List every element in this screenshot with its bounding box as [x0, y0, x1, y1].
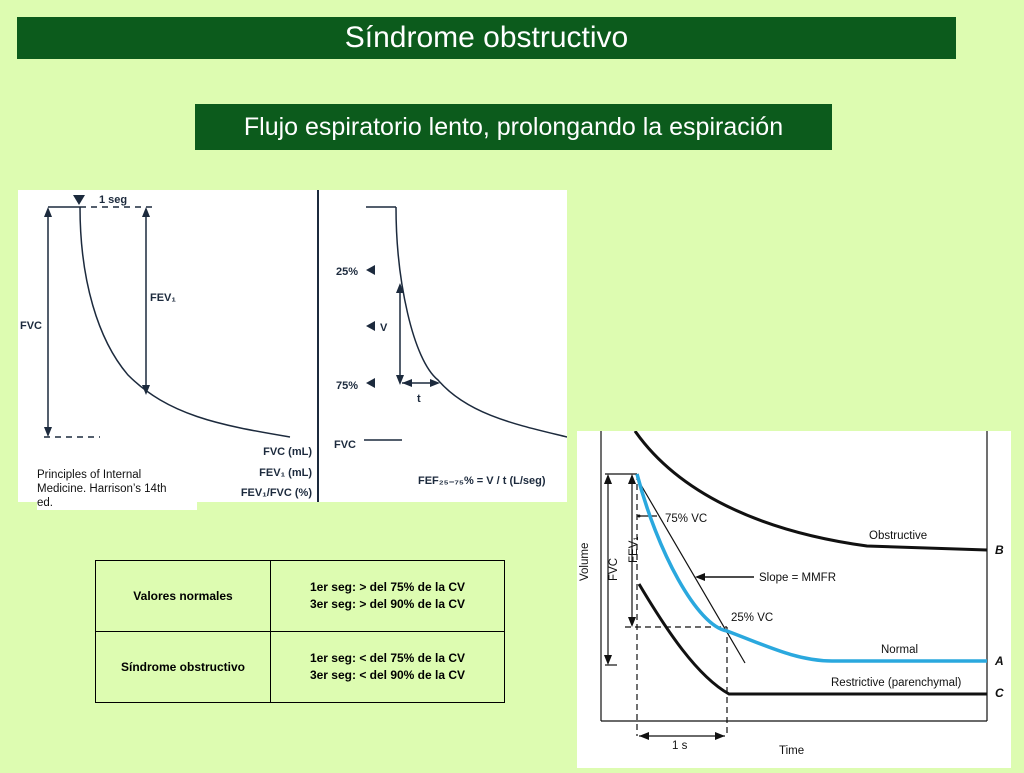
t-label: t: [417, 393, 421, 405]
caption-line-3: ed.: [37, 497, 53, 509]
vc75-label: 75% VC: [665, 513, 707, 525]
fev1-arrow-top-head: [142, 207, 150, 217]
fev1-arrow-bottom-head: [628, 617, 636, 627]
table-row: Valores normales 1er seg: > del 75% de l…: [95, 560, 505, 632]
pct75-label: 75%: [336, 380, 358, 392]
curve-c-label: C: [995, 686, 1004, 700]
fvc-label: FVC: [20, 320, 42, 332]
table-row-label: Valores normales: [95, 560, 271, 632]
pct75-marker-icon: [366, 378, 375, 388]
restrictive-curve: [637, 583, 987, 696]
normal-third-second: 3er seg: > del 90% de la CV: [309, 597, 466, 611]
curve-a-label: A: [994, 654, 1004, 668]
fev1-arrow-bottom-head: [142, 385, 150, 395]
v-arrow-top-head: [396, 283, 404, 293]
one-second-arrow-left-head: [639, 732, 649, 740]
time-axis-label: Time: [779, 745, 804, 757]
fvc-arrow-bottom-head: [604, 655, 612, 665]
fev1-arrow-top-head: [628, 474, 636, 484]
spirometry-figure: 1 seg FVC FEV₁ FVC (mL) FEV₁ (mL) FEV₁/F…: [18, 190, 568, 502]
expiration-curve-left: [79, 206, 291, 438]
obstructive-third-second: 3er seg: < del 90% de la CV: [309, 668, 466, 682]
volume-time-figure: Volume FVC FEV₁ 75% VC 25% VC Slope = MM…: [577, 430, 1011, 768]
subtitle-banner: Flujo espiratorio lento, prolongando la …: [195, 104, 832, 150]
caption-line-1: Principles of Internal: [37, 469, 142, 481]
fef-formula: FEF₂₅₋₇₅% = V / t (L/seg): [418, 475, 546, 487]
normal-label: Normal: [881, 644, 918, 656]
legend-fev1-fvc-pct: FEV₁/FVC (%): [241, 487, 312, 499]
obstructive-first-second: 1er seg: < del 75% de la CV: [309, 651, 466, 665]
title-banner: Síndrome obstructivo: [17, 17, 956, 59]
table-row-values: 1er seg: < del 75% de la CV 3er seg: < d…: [270, 631, 505, 703]
slope-arrow-head: [695, 573, 705, 581]
normal-curve: [635, 473, 987, 663]
source-caption: Principles of Internal Medicine. Harriso…: [37, 468, 197, 510]
legend-fvc-ml: FVC (mL): [263, 446, 312, 458]
one-second-marker-icon: [73, 195, 85, 205]
table-row: Síndrome obstructivo 1er seg: < del 75% …: [95, 631, 505, 703]
fvc-arrow-bottom-head: [44, 427, 52, 437]
volume-time-diagram: Volume FVC FEV₁ 75% VC 25% VC Slope = MM…: [579, 430, 1004, 757]
normal-values-label: Valores normales: [133, 588, 233, 603]
slope-label: Slope = MMFR: [759, 572, 836, 584]
obstructive-curve: [633, 430, 988, 552]
fvc-arrow-top-head: [604, 474, 612, 484]
pct25-label: 25%: [336, 266, 358, 278]
vc25-label: 25% VC: [731, 612, 773, 624]
t-arrow-tail-head: [402, 379, 412, 387]
fvc-axis-label: FVC: [608, 558, 620, 581]
vc75-point: [637, 514, 641, 518]
t-arrow-head: [430, 379, 440, 387]
spirometry-diagram: 1 seg FVC FEV₁ FVC (mL) FEV₁ (mL) FEV₁/F…: [20, 190, 568, 502]
v-arrow-bottom-head: [396, 375, 404, 385]
one-sec-label: 1 seg: [99, 194, 127, 206]
curve-b-label: B: [995, 543, 1004, 557]
v-marker-icon: [366, 321, 375, 331]
obstructive-label: Obstructive: [869, 530, 927, 542]
table-row-values: 1er seg: > del 75% de la CV 3er seg: > d…: [270, 560, 505, 632]
one-second-label: 1 s: [672, 740, 688, 752]
normal-first-second: 1er seg: > del 75% de la CV: [309, 580, 466, 594]
volume-axis-label: Volume: [579, 543, 591, 581]
pct25-marker-icon: [366, 265, 375, 275]
legend-fev1-ml: FEV₁ (mL): [259, 467, 312, 479]
restrictive-label: Restrictive (parenchymal): [831, 677, 962, 689]
reference-values-table: Valores normales 1er seg: > del 75% de l…: [95, 560, 505, 703]
page-subtitle: Flujo espiratorio lento, prolongando la …: [243, 112, 784, 141]
fvc-right-label: FVC: [334, 439, 356, 451]
one-second-arrow-right-head: [715, 732, 725, 740]
expiration-curve-right: [395, 206, 568, 438]
fev1-axis-label: FEV₁: [628, 537, 640, 563]
fev1-label: FEV₁: [150, 292, 176, 304]
v-label: V: [380, 322, 388, 334]
obstructive-label: Síndrome obstructivo: [120, 659, 245, 674]
slope-line: [640, 484, 746, 664]
fvc-arrow-top-head: [44, 207, 52, 217]
table-row-label: Síndrome obstructivo: [95, 631, 271, 703]
caption-line-2: Medicine. Harrison’s 14th: [37, 483, 167, 495]
page-title: Síndrome obstructivo: [344, 21, 629, 54]
